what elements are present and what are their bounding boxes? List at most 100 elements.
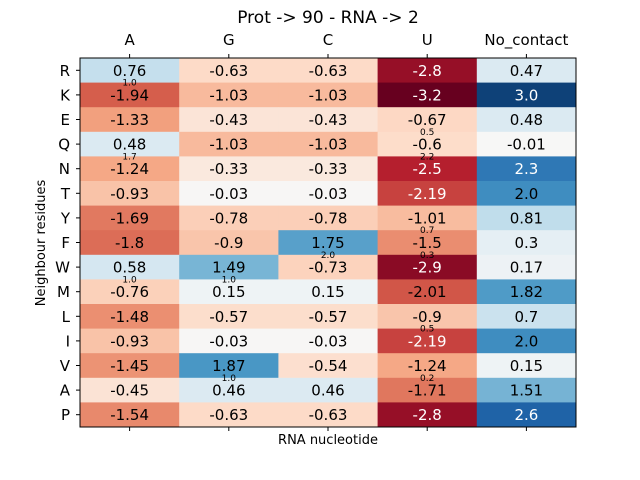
- cell-annotation: 2.2: [420, 152, 434, 162]
- cell-value-label: -2.5: [413, 160, 442, 178]
- row-label: Q: [58, 136, 70, 154]
- cell-annotation: 2.0: [321, 251, 336, 261]
- cell-value-label: -1.94: [110, 86, 149, 104]
- cell-value-label: -0.33: [209, 160, 248, 178]
- cell-value-label: 2.0: [514, 332, 538, 350]
- cell-value-label: -2.19: [408, 185, 447, 203]
- cell-value-label: -0.03: [309, 185, 348, 203]
- cell-value-label: -0.43: [309, 111, 348, 129]
- cell-value-label: -0.73: [309, 259, 348, 277]
- cell-value-label: -0.9: [214, 234, 243, 252]
- column-label: A: [124, 31, 135, 49]
- cell-annotation: 1.0: [122, 275, 137, 285]
- cell-annotation: 0.7: [420, 226, 434, 236]
- cell-value-label: -0.03: [209, 332, 248, 350]
- cell-value-label: -0.78: [209, 209, 248, 227]
- cell-value-label: -2.8: [413, 406, 442, 424]
- cell-value-label: -2.8: [413, 62, 442, 80]
- cell-value-label: -0.9: [413, 308, 442, 326]
- column-label: No_contact: [484, 31, 568, 50]
- cell-value-label: -0.78: [309, 209, 348, 227]
- cell-value-label: -2.01: [408, 283, 447, 301]
- cell-value-label: 0.15: [311, 283, 344, 301]
- cell-value-label: 0.7: [514, 308, 538, 326]
- cell-annotation: 1.0: [222, 275, 237, 285]
- column-label: G: [223, 31, 235, 49]
- column-label: U: [422, 31, 433, 49]
- cell-value-label: -1.69: [110, 209, 149, 227]
- row-label: N: [59, 160, 70, 178]
- cell-value-label: -0.63: [209, 406, 248, 424]
- cell-value-label: -1.24: [408, 357, 447, 375]
- cell-value-label: 1.49: [212, 259, 245, 277]
- cell-value-label: -0.45: [110, 382, 149, 400]
- row-label: P: [61, 406, 70, 424]
- cell-value-label: -1.03: [209, 136, 248, 154]
- cell-value-label: 2.3: [514, 160, 538, 178]
- cell-value-label: -1.71: [408, 382, 447, 400]
- row-label: T: [60, 185, 71, 203]
- cell-value-label: 0.48: [113, 136, 146, 154]
- cell-value-label: 2.6: [514, 406, 538, 424]
- cell-value-label: -0.57: [209, 308, 248, 326]
- row-label: M: [57, 283, 70, 301]
- cell-value-label: 0.3: [514, 234, 538, 252]
- cell-value-label: -1.45: [110, 357, 149, 375]
- cell-value-label: -0.93: [110, 185, 149, 203]
- cell-value-label: -1.8: [115, 234, 144, 252]
- cell-value-label: -0.01: [507, 136, 546, 154]
- cell-value-label: -1.54: [110, 406, 149, 424]
- cell-annotation: 1.0: [122, 79, 137, 89]
- cell-value-label: -0.03: [209, 185, 248, 203]
- column-label: C: [323, 31, 333, 49]
- cell-annotation: 0.3: [420, 251, 434, 261]
- row-label: I: [66, 332, 70, 350]
- cell-value-label: 0.58: [113, 259, 146, 277]
- cell-value-label: 0.17: [510, 259, 543, 277]
- cell-value-label: -0.54: [309, 357, 348, 375]
- cell-value-label: -0.63: [309, 406, 348, 424]
- cell-value-label: -2.9: [413, 259, 442, 277]
- cell-value-label: -0.33: [309, 160, 348, 178]
- cell-value-label: -1.33: [110, 111, 149, 129]
- cell-value-label: 0.47: [510, 62, 543, 80]
- cell-value-label: 1.87: [212, 357, 245, 375]
- cell-value-label: 0.76: [113, 62, 146, 80]
- cell-value-label: -1.48: [110, 308, 149, 326]
- cell-value-label: -0.76: [110, 283, 149, 301]
- row-label: K: [60, 86, 71, 104]
- cell-value-label: 0.46: [212, 382, 245, 400]
- cell-annotation: 1.0: [222, 374, 237, 384]
- cell-value-label: -0.6: [413, 136, 442, 154]
- cell-value-label: 1.75: [311, 234, 344, 252]
- cell-value-label: -1.03: [309, 86, 348, 104]
- cell-value-label: 1.51: [510, 382, 543, 400]
- row-label: Y: [60, 209, 71, 227]
- row-label: F: [61, 234, 70, 252]
- cell-value-label: -3.2: [413, 86, 442, 104]
- heatmap-cells: 0.76 -0.63 -0.63 -2.8 0.47 -1.94 -1.03 -1.03 -3.…: [80, 58, 576, 427]
- y-axis-label: Neighbour residues: [34, 180, 49, 307]
- cell-value-label: -1.01: [408, 209, 447, 227]
- cell-value-label: -1.5: [413, 234, 442, 252]
- row-label: V: [60, 357, 71, 375]
- cell-value-label: -0.43: [209, 111, 248, 129]
- cell-value-label: -1.03: [309, 136, 348, 154]
- cell-value-label: -0.57: [309, 308, 348, 326]
- cell-value-label: 0.48: [510, 111, 543, 129]
- row-label: L: [62, 308, 71, 326]
- cell-value-label: 3.0: [514, 86, 538, 104]
- cell-value-label: 1.82: [510, 283, 543, 301]
- cell-value-label: -0.67: [408, 111, 447, 129]
- cell-value-label: 0.15: [510, 357, 543, 375]
- cell-value-label: -2.19: [408, 332, 447, 350]
- cell-value-label: -0.63: [209, 62, 248, 80]
- cell-value-label: -0.93: [110, 332, 149, 350]
- row-label: R: [60, 62, 70, 80]
- cell-value-label: 0.81: [510, 209, 543, 227]
- cell-annotation: 1.7: [122, 152, 136, 162]
- row-label: A: [60, 382, 71, 400]
- row-label: W: [55, 259, 70, 277]
- cell-value-label: -0.03: [309, 332, 348, 350]
